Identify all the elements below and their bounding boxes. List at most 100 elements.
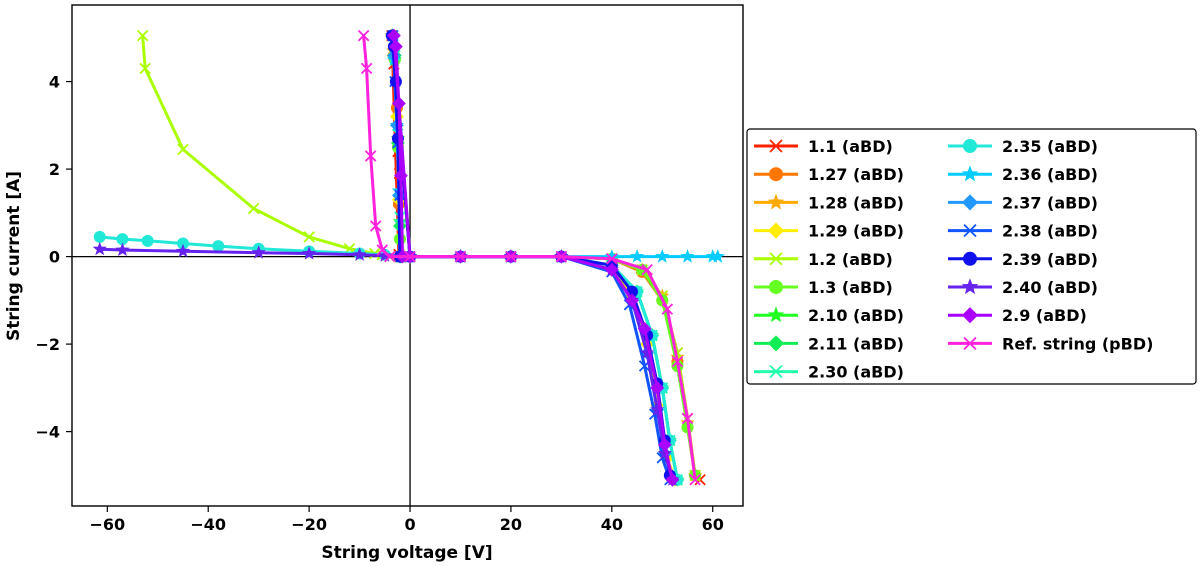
data-point-marker [364, 150, 377, 162]
legend-entry: 1.3 (aBD) [754, 278, 893, 297]
data-point-marker [710, 249, 725, 263]
data-point-marker [357, 29, 370, 42]
legend-label: 1.28 (aBD) [808, 193, 904, 212]
data-point-marker [629, 249, 645, 263]
legend-entry: Ref. string (pBD) [948, 334, 1153, 353]
data-point-marker [680, 249, 695, 263]
series-line [362, 34, 697, 482]
data-point-marker [604, 262, 619, 277]
legend-label: 2.39 (aBD) [1002, 250, 1098, 269]
data-point-marker [963, 224, 977, 238]
x-tick-label: −20 [291, 515, 327, 534]
data-point-marker [136, 29, 149, 42]
data-point-marker [604, 249, 619, 263]
data-point-marker [655, 249, 670, 263]
series-layer [92, 28, 725, 487]
data-point-marker [377, 248, 392, 262]
legend-label: 2.37 (aBD) [1002, 193, 1098, 212]
data-point-marker [505, 250, 517, 263]
data-point-marker [671, 355, 684, 368]
x-tick-label: 40 [601, 515, 623, 534]
plot-frame [71, 4, 744, 507]
legend-label: 1.2 (aBD) [808, 250, 893, 269]
legend-label: 2.38 (aBD) [1002, 222, 1098, 241]
data-point-marker [93, 230, 106, 243]
data-point-marker [767, 335, 785, 352]
data-point-marker [681, 412, 694, 425]
x-axis-label: String voltage [V] [321, 543, 492, 563]
data-point-marker [963, 251, 977, 266]
data-point-marker [641, 263, 653, 276]
data-point-marker [139, 62, 151, 75]
data-point-marker [661, 303, 674, 315]
legend-entry: 1.28 (aBD) [754, 193, 904, 212]
data-point-marker [141, 234, 154, 247]
data-point-marker [963, 336, 977, 350]
x-tick-label: 0 [404, 515, 415, 534]
legend-label: 2.30 (aBD) [808, 363, 904, 382]
data-point-marker [767, 306, 785, 323]
legend: 1.1 (aBD) 1.27 (aBD) 1.28 (aBD) 1.29 (aBD) 1… [746, 128, 1197, 385]
data-point-marker [769, 139, 783, 153]
x-axis-ticks: −60 −40 −20 0 20 40 60 [89, 506, 724, 534]
legend-items: 1.1 (aBD) 1.27 (aBD) 1.28 (aBD) 1.29 (aBD) 1… [754, 137, 1153, 382]
data-point-marker [769, 280, 783, 294]
series-line [390, 34, 720, 259]
legend-entry: 2.36 (aBD) [948, 165, 1098, 184]
data-point-marker [352, 247, 367, 261]
data-point-marker [767, 193, 785, 210]
legend-label: 2.10 (aBD) [808, 306, 904, 325]
data-point-marker [212, 240, 225, 253]
data-point-marker [386, 28, 401, 43]
data-point-marker [689, 474, 701, 486]
data-point-marker [555, 250, 568, 263]
data-point-marker [769, 167, 783, 182]
data-point-marker [454, 250, 467, 263]
data-point-marker [650, 402, 665, 416]
y-tick-label: −4 [35, 423, 60, 442]
data-point-marker [302, 246, 317, 260]
data-point-marker [961, 307, 979, 324]
data-point-marker [115, 242, 130, 257]
legend-entry: 2.37 (aBD) [948, 193, 1098, 212]
legend-entry: 2.40 (aBD) [948, 278, 1098, 297]
legend-entry: 2.9 (aBD) [948, 306, 1087, 325]
data-point-marker [769, 252, 783, 266]
data-point-marker [606, 253, 618, 265]
y-tick-label: 4 [49, 73, 60, 92]
legend-label: Ref. string (pBD) [1002, 334, 1153, 353]
y-tick-label: −2 [35, 335, 60, 354]
data-point-marker [176, 237, 189, 250]
legend-label: 2.35 (aBD) [1002, 137, 1098, 156]
legend-label: 1.3 (aBD) [808, 278, 893, 297]
data-point-marker [175, 243, 191, 258]
data-point-marker [963, 139, 977, 153]
data-point-marker [961, 165, 979, 182]
legend-entry: 2.30 (aBD) [754, 363, 904, 382]
data-point-marker [177, 143, 189, 156]
legend-label: 2.40 (aBD) [1002, 278, 1098, 297]
data-point-marker [657, 437, 672, 452]
x-tick-label: −60 [89, 515, 125, 534]
data-point-marker [369, 220, 382, 232]
data-point-marker [767, 222, 785, 239]
series-11 [385, 28, 725, 263]
data-point-marker [665, 472, 680, 487]
data-point-marker [637, 321, 652, 336]
data-point-marker [650, 380, 665, 395]
legend-label: 2.36 (aBD) [1002, 165, 1098, 184]
data-point-marker [625, 293, 639, 308]
data-point-marker [961, 194, 979, 211]
legend-entry: 1.2 (aBD) [754, 250, 893, 269]
data-point-marker [92, 241, 107, 256]
y-tick-label: 2 [49, 160, 60, 179]
data-point-marker [247, 202, 260, 215]
data-point-marker [769, 365, 783, 379]
data-point-marker [657, 446, 672, 460]
series-10 [93, 230, 684, 486]
data-point-marker [116, 233, 129, 246]
series-line [98, 235, 679, 482]
legend-entry: 2.38 (aBD) [948, 222, 1098, 241]
legend-entry: 1.27 (aBD) [754, 165, 904, 184]
